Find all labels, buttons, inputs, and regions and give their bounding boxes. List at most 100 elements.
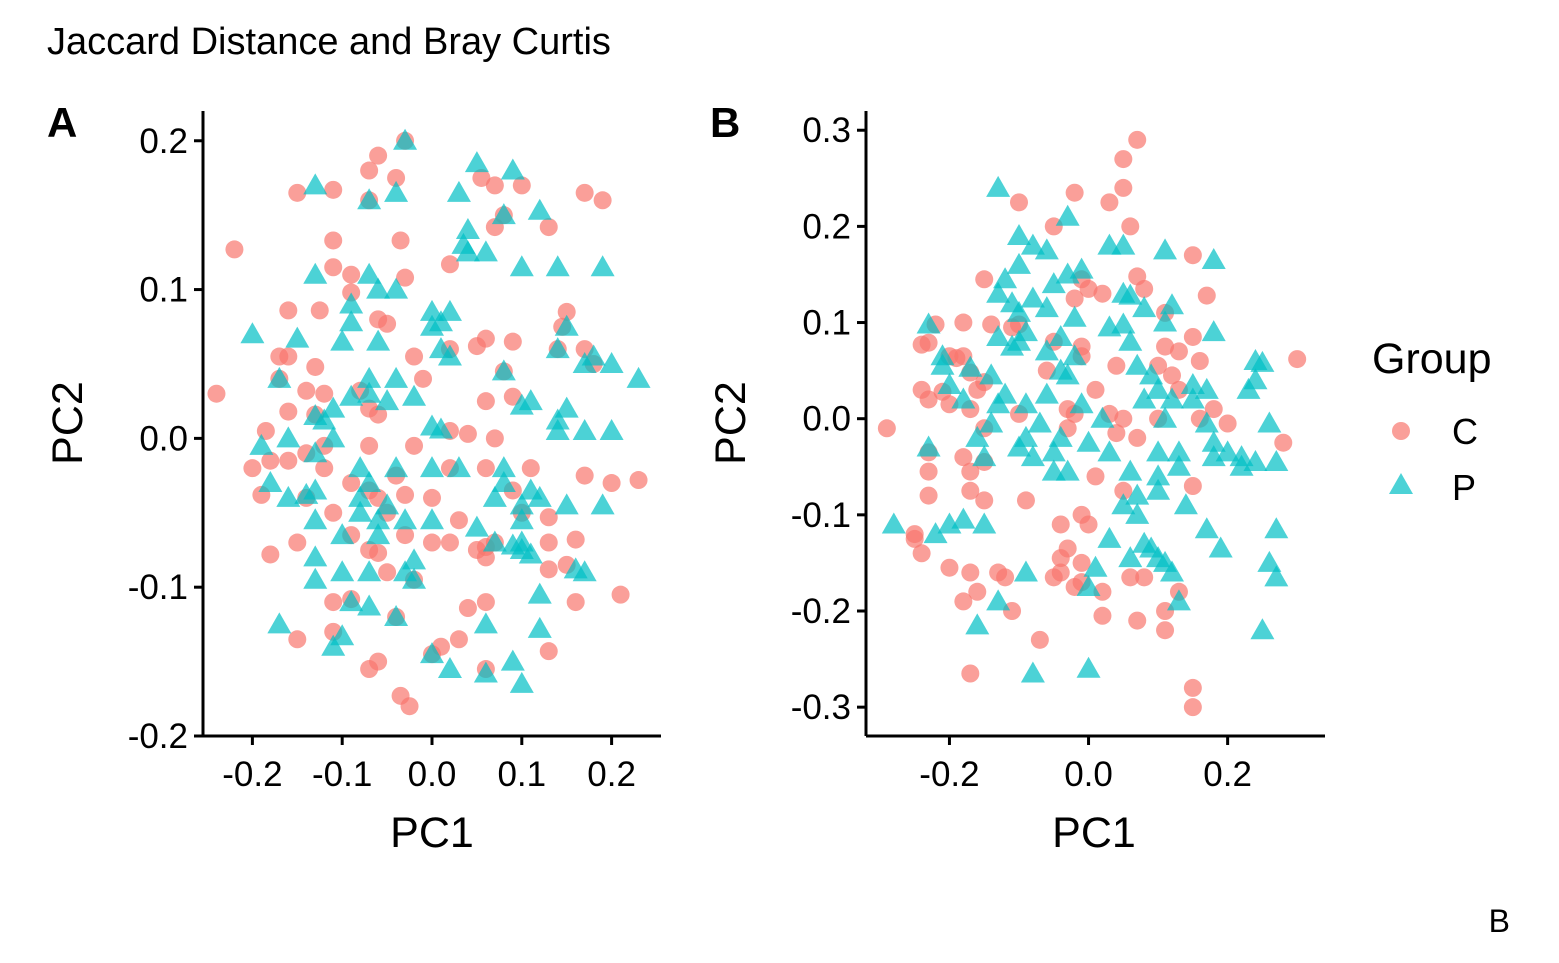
point-p [1125,502,1150,524]
point-c [954,448,973,467]
point-p [545,255,570,277]
point-p [1146,377,1171,399]
point-p [357,262,382,284]
point-c [476,459,495,478]
point-p [509,508,534,530]
point-p [1146,464,1171,486]
point-c [996,568,1015,587]
point-c [1003,318,1022,337]
point-p [303,262,328,284]
point-p [240,322,265,344]
point-c [440,255,459,274]
point-p [303,508,328,530]
legend-c-label: C [1452,411,1478,452]
point-p [491,471,516,493]
point-c [342,474,361,493]
point-c [288,183,307,202]
point-p [972,445,997,467]
point-c [1114,150,1133,169]
point-p [1055,363,1080,385]
point-p [285,326,310,348]
point-p [1146,478,1171,500]
point-p [393,508,418,530]
point-p [527,198,552,220]
point-p [979,363,1004,385]
point-c [1051,549,1070,568]
point-c [593,191,612,210]
point-c [378,563,397,582]
point-p [384,366,409,388]
x-tick-label: -0.1 [312,755,372,794]
point-p [951,387,976,409]
point-c [360,161,379,180]
point-c [919,333,938,352]
point-c [1093,606,1112,625]
point-p [518,542,543,564]
point-p [491,359,516,381]
panel-b-x-ticks: -0.2 0.0 0.2 [919,736,1252,794]
point-p [464,151,489,173]
panel-a-y-label: PC2 [44,381,92,465]
figure-caption: B [1489,903,1510,939]
point-c [1121,217,1140,236]
point-c [369,146,388,165]
point-c [310,301,329,320]
point-p [951,507,976,529]
point-c [975,491,994,510]
point-p [1020,445,1045,467]
point-c [324,180,343,199]
y-tick-label: -0.2 [791,592,851,631]
point-c [315,459,334,478]
point-p [321,396,346,418]
point-p [357,366,382,388]
point-c [1065,289,1084,308]
point-c [1183,327,1202,346]
point-p [1062,344,1087,366]
point-p [1194,517,1219,539]
point-c [1114,409,1133,428]
point-c [1183,698,1202,717]
point-p [339,310,364,332]
point-c [575,466,594,485]
point-c [1093,582,1112,601]
point-c [1079,279,1098,298]
point-c [1190,352,1209,370]
point-c [1197,286,1216,305]
point-c [975,270,994,289]
point-c [982,315,1001,334]
x-tick-label: 0.1 [497,755,546,794]
point-c [261,545,280,564]
point-p [1062,305,1087,327]
point-p [1048,324,1073,346]
point-p [348,456,373,478]
panel-b: B -0.2 0.0 0.2 -0.3 -0.2 -0.1 0.0 0.1 0.2 0.3 PC… [707,99,1325,857]
point-p [1118,283,1143,305]
point-c [503,332,522,351]
point-c [629,471,648,490]
point-c [1107,356,1126,375]
point-c [1135,568,1154,587]
point-p [276,485,301,507]
point-c [485,429,504,448]
point-p [509,393,534,415]
y-tick-label: 0.2 [802,207,851,246]
point-p [916,435,941,457]
point-p [357,471,382,493]
point-p [500,158,525,180]
point-c [503,387,522,406]
point-p [1055,204,1080,226]
point-p [1034,339,1059,361]
point-c [512,176,531,195]
point-p [1125,353,1150,375]
point-p [384,604,409,626]
point-c [414,369,433,388]
point-c [961,563,980,582]
point-c [279,402,298,421]
point-p [1194,411,1219,433]
point-p [303,441,328,463]
point-p [1264,517,1289,539]
point-c [315,384,334,403]
point-p [348,485,373,507]
point-p [1069,257,1094,279]
